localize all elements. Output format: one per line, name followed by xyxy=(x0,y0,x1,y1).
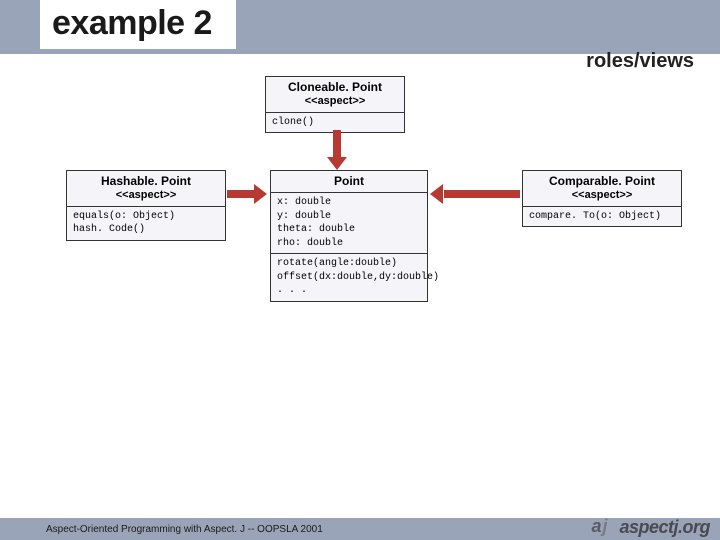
uml-class-name: Comparable. Point xyxy=(529,174,675,189)
footer-band: Aspect-Oriented Programming with Aspect.… xyxy=(0,518,720,540)
slide-title: example 2 xyxy=(52,4,212,43)
uml-methods: rotate(angle:double) offset(dx:double,dy… xyxy=(271,254,427,301)
uml-methods: equals(o: Object) hash. Code() xyxy=(67,207,225,240)
aspectj-logo: a j aspectj.org xyxy=(589,517,710,538)
uml-head: Hashable. Point <<aspect>> xyxy=(67,171,225,207)
uml-head: Point xyxy=(271,171,427,193)
uml-stereotype: <<aspect>> xyxy=(73,189,219,203)
arrow-right-icon xyxy=(227,187,269,201)
logo-text: aspectj.org xyxy=(619,517,710,538)
uml-box-hashable: Hashable. Point <<aspect>> equals(o: Obj… xyxy=(66,170,226,241)
uml-attributes: x: double y: double theta: double rho: d… xyxy=(271,193,427,254)
logo-j: j xyxy=(602,516,607,537)
uml-class-name: Cloneable. Point xyxy=(272,80,398,95)
uml-head: Cloneable. Point <<aspect>> xyxy=(266,77,404,113)
uml-methods: compare. To(o: Object) xyxy=(523,207,681,227)
uml-head: Comparable. Point <<aspect>> xyxy=(523,171,681,207)
slide: example 2 roles/views Cloneable. Point <… xyxy=(0,0,720,540)
uml-box-cloneable: Cloneable. Point <<aspect>> clone() xyxy=(265,76,405,133)
uml-diagram: Cloneable. Point <<aspect>> clone() Hash… xyxy=(0,70,720,350)
uml-box-comparable: Comparable. Point <<aspect>> compare. To… xyxy=(522,170,682,227)
logo-a: a xyxy=(591,516,601,537)
uml-stereotype: <<aspect>> xyxy=(529,189,675,203)
uml-class-name: Point xyxy=(277,174,421,189)
title-box: example 2 xyxy=(40,0,236,49)
uml-box-point: Point x: double y: double theta: double … xyxy=(270,170,428,302)
logo-mark-icon: a j xyxy=(589,518,615,538)
arrow-left-icon xyxy=(430,187,520,201)
uml-stereotype: <<aspect>> xyxy=(272,95,398,109)
uml-class-name: Hashable. Point xyxy=(73,174,219,189)
arrow-down-icon xyxy=(330,130,344,170)
footer-text: Aspect-Oriented Programming with Aspect.… xyxy=(46,524,323,535)
